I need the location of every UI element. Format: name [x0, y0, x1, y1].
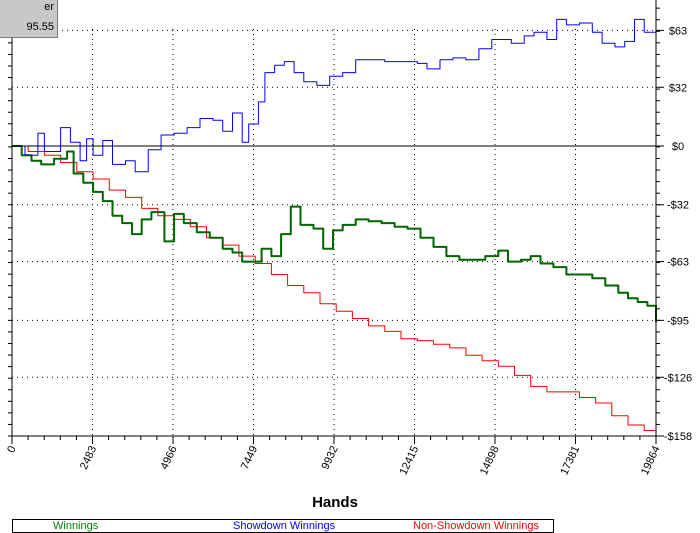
axes: $63 $32 $0 -$32 -$63 -$95 -$126 -$158 0 2483 4966 7…	[5, 0, 692, 477]
legend-item-non-showdown: Non-Showdown Winnings	[413, 520, 539, 532]
series-line-showdown	[12, 145, 657, 323]
x-tick-label: 17381	[558, 444, 582, 477]
x-tick-label: 19864	[639, 444, 663, 477]
x-tick-label: 7449	[239, 444, 260, 471]
series-layer	[12, 18, 657, 436]
y-tick-label: -$95	[667, 315, 689, 327]
hover-tooltip: er 95.55	[0, 0, 58, 38]
y-tick-label: $63	[669, 25, 687, 37]
legend: Winnings Showdown Winnings Non-Showdown …	[12, 519, 554, 533]
x-tick-label: 9932	[319, 444, 340, 471]
x-tick-label: 0	[5, 444, 18, 455]
series-line-non-showdown	[12, 145, 657, 436]
tooltip-value: 95.55	[26, 21, 54, 33]
y-tick-label: -$158	[664, 431, 692, 443]
tooltip-label: er	[44, 1, 54, 13]
legend-item-showdown: Showdown Winnings	[233, 520, 336, 532]
y-tick-label: -$32	[667, 200, 689, 212]
legend-item-winnings: Winnings	[53, 520, 99, 532]
series-line-winnings	[12, 18, 657, 173]
x-tick-label: 4966	[158, 444, 179, 471]
y-tick-label: -$126	[664, 372, 692, 384]
y-tick-label: $32	[669, 82, 687, 94]
x-tick-label: 14898	[478, 444, 502, 477]
x-tick-label: 12415	[397, 444, 421, 477]
y-tick-label: $0	[672, 141, 684, 153]
y-tick-label: -$63	[667, 257, 689, 269]
x-tick-label: 2483	[78, 444, 99, 471]
x-axis-title: Hands	[312, 494, 358, 511]
